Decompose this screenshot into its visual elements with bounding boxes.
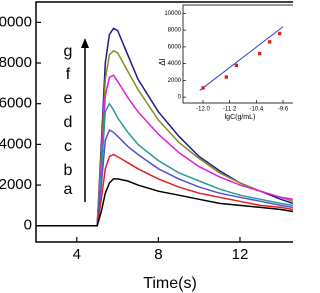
fit-line [199,26,284,91]
data-point [224,75,229,79]
series-label: d [64,114,73,131]
x-axis-label: Time(s) [143,275,197,292]
data-point [234,63,239,68]
inset-y-tick-label: 4000 [168,61,182,67]
chart: Time(s) lgC(g/mL) ΔI 0 2000 4000 6000 8000 10… [0,1,293,292]
data-point [267,40,272,44]
inset-y-tick-label: 8000 [168,28,182,34]
arrow-head [81,38,89,48]
inset-x-tick-label: -11.2 [223,107,237,113]
inset-y-tick-label: 2000 [168,78,182,84]
inset-frame [182,4,293,104]
inset-x-tick-label: -10.4 [249,107,263,113]
x-tick-label: 4 [73,246,81,263]
x-tick-label: 8 [154,246,162,263]
series-label: c [64,138,72,155]
y-tick-label: 6000 [0,95,32,112]
series-line [36,129,293,227]
y-tick-label: 10000 [0,13,32,30]
y-tick-label: 2000 [0,176,32,193]
series-line [36,178,293,227]
y-tick-label: 8000 [0,54,32,71]
x-tick-label: 12 [232,246,249,263]
series-label: a [64,181,73,198]
series-label: f [66,66,71,83]
series-label: b [64,162,73,179]
series-label: g [64,43,73,60]
series-label: e [64,90,73,107]
data-point [257,51,262,56]
inset-x-tick-label: -9.6 [278,107,289,113]
inset-x-tick-label: -12.0 [196,107,210,113]
inset-y-tick-label: 6000 [168,44,182,50]
inset-y-tick-label: 10000 [164,11,181,17]
inset-y-label: ΔI [158,58,167,66]
y-tick-label: 0 [24,217,32,234]
inset-y-tick-label: 0 [178,95,182,101]
inset-x-label: lgC(g/mL) [225,114,256,121]
data-point [277,31,282,36]
y-tick-label: 4000 [0,135,32,152]
plot-frame [35,1,293,243]
data-point [201,86,205,90]
